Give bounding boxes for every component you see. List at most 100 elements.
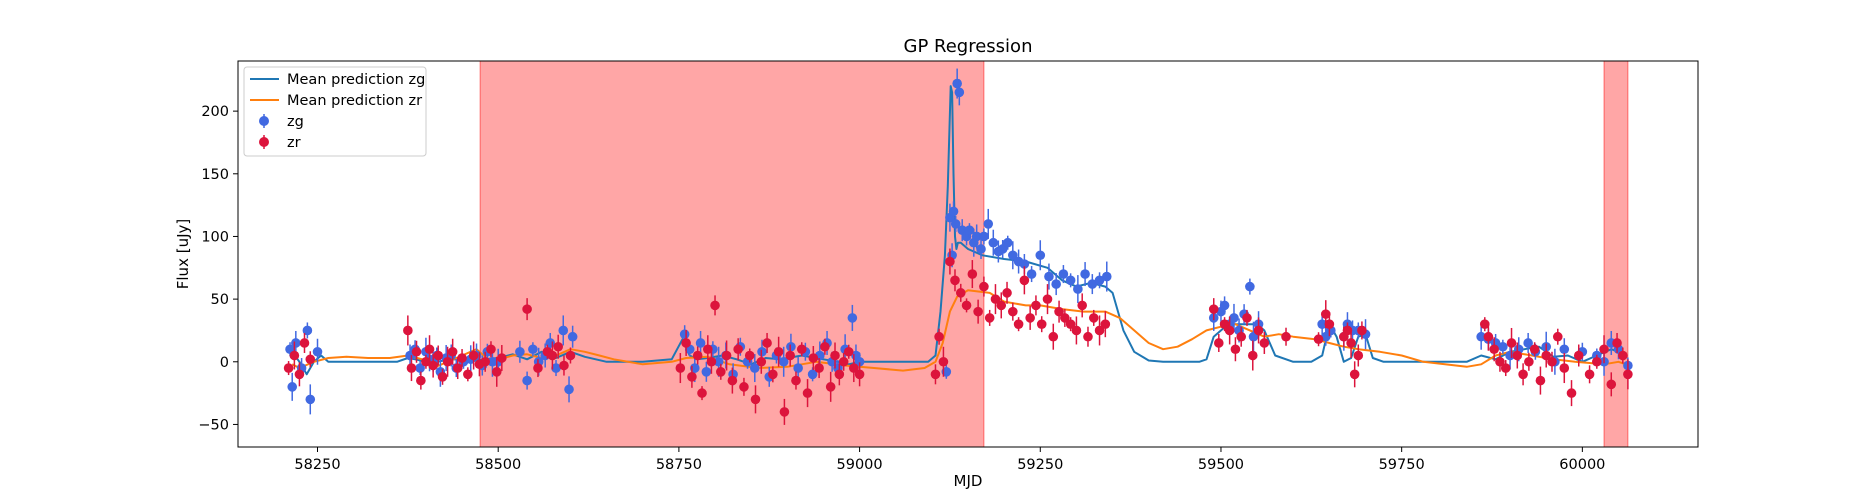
zr-point [1489, 344, 1499, 355]
zr-point [820, 341, 830, 352]
zr-point [984, 313, 995, 323]
zr-point [565, 350, 576, 361]
zg-point [515, 346, 525, 357]
zr-point [1214, 338, 1224, 348]
zr-point [1512, 350, 1523, 361]
zg-point [1065, 275, 1076, 286]
zr-point [1346, 338, 1356, 348]
y-axis-label: Flux [uJy] [174, 219, 192, 289]
zr-point [1094, 325, 1105, 336]
zr-point [830, 350, 840, 361]
zg-point [1559, 344, 1570, 355]
zr-point [791, 375, 801, 386]
zg-point [1523, 338, 1533, 348]
y-tick-label: 200 [201, 104, 229, 120]
zr-point [1566, 388, 1577, 398]
zr-point [1065, 319, 1076, 329]
zr-point [416, 375, 426, 386]
zr-point [692, 350, 703, 361]
zg-point [679, 329, 690, 340]
zr-point [1042, 294, 1053, 304]
zg-point [1058, 269, 1069, 279]
zr-point [1518, 369, 1528, 380]
zr-point [703, 344, 713, 355]
zr-point [442, 356, 453, 367]
zr-point [990, 294, 1001, 304]
zr-point [945, 256, 955, 267]
zr-point [854, 369, 865, 380]
zg-point [954, 87, 965, 98]
zg-point [948, 206, 959, 217]
legend-marker-zr [259, 137, 269, 147]
zg-point [564, 384, 574, 395]
zg-point [1317, 319, 1327, 329]
legend-label-zr: zr [287, 135, 301, 151]
zg-point [1094, 275, 1105, 286]
zg-point [291, 338, 301, 348]
zr-point [973, 306, 983, 317]
zr-point [1506, 338, 1517, 348]
zg-point [695, 338, 706, 348]
x-tick-label: 59500 [1198, 457, 1244, 473]
zr-point [437, 372, 448, 382]
zr-point [1313, 334, 1324, 345]
x-axis-label: MJD [954, 472, 983, 490]
zg-point [778, 356, 789, 367]
zr-point [463, 369, 473, 380]
zr-point [1541, 350, 1552, 361]
zr-point [452, 363, 463, 373]
zr-point [779, 407, 790, 417]
zg-point [793, 363, 803, 373]
zr-point [1025, 313, 1035, 323]
zr-point [1612, 338, 1622, 348]
zg-point [1087, 279, 1098, 289]
zr-point [1529, 344, 1540, 355]
zr-point [1013, 319, 1024, 329]
zr-point [1100, 319, 1111, 329]
zr-point [1247, 350, 1258, 361]
zg-point [1245, 281, 1255, 292]
zr-point [294, 369, 305, 380]
y-tick-label: 100 [201, 229, 229, 245]
zg-point [983, 219, 994, 229]
zg-point [964, 225, 975, 235]
zr-point [955, 288, 966, 298]
zg-point [971, 231, 982, 242]
zr-point [547, 350, 558, 361]
y-tick-label: −50 [198, 417, 229, 433]
zr-point [808, 353, 819, 363]
zr-point [428, 360, 438, 371]
series-zr [283, 248, 1633, 425]
zr-point [739, 382, 749, 392]
zg-point [976, 244, 986, 254]
y-axis: −50 0 50 100 150 200 [198, 104, 238, 433]
zg-point [1505, 350, 1515, 361]
zr-point [1500, 363, 1511, 373]
zr-point [411, 346, 422, 357]
zg-point [1002, 237, 1013, 248]
zr-point [710, 300, 720, 311]
zg-point [1229, 313, 1239, 323]
zr-point [1592, 356, 1602, 367]
chart-title: GP Regression [904, 36, 1033, 57]
y-tick-label: 50 [211, 292, 229, 308]
zr-point [1002, 288, 1012, 298]
zg-point [551, 363, 561, 373]
zr-point [687, 372, 697, 382]
zr-point [1071, 325, 1082, 336]
y-tick-label: 150 [201, 167, 229, 183]
plot-area-frame [237, 60, 1699, 448]
legend-marker-zg [259, 116, 269, 126]
zr-point [938, 356, 949, 367]
zr-point [834, 369, 845, 380]
zg-point [950, 219, 961, 229]
zr-point [773, 346, 784, 357]
x-tick-label: 59750 [1379, 457, 1425, 473]
zg-point [522, 375, 532, 386]
zr-point [1083, 331, 1093, 342]
zr-point [403, 325, 413, 336]
zg-point [1101, 271, 1112, 282]
zr-point [961, 300, 972, 311]
zg-point [1051, 279, 1061, 289]
zg-point [528, 344, 538, 355]
